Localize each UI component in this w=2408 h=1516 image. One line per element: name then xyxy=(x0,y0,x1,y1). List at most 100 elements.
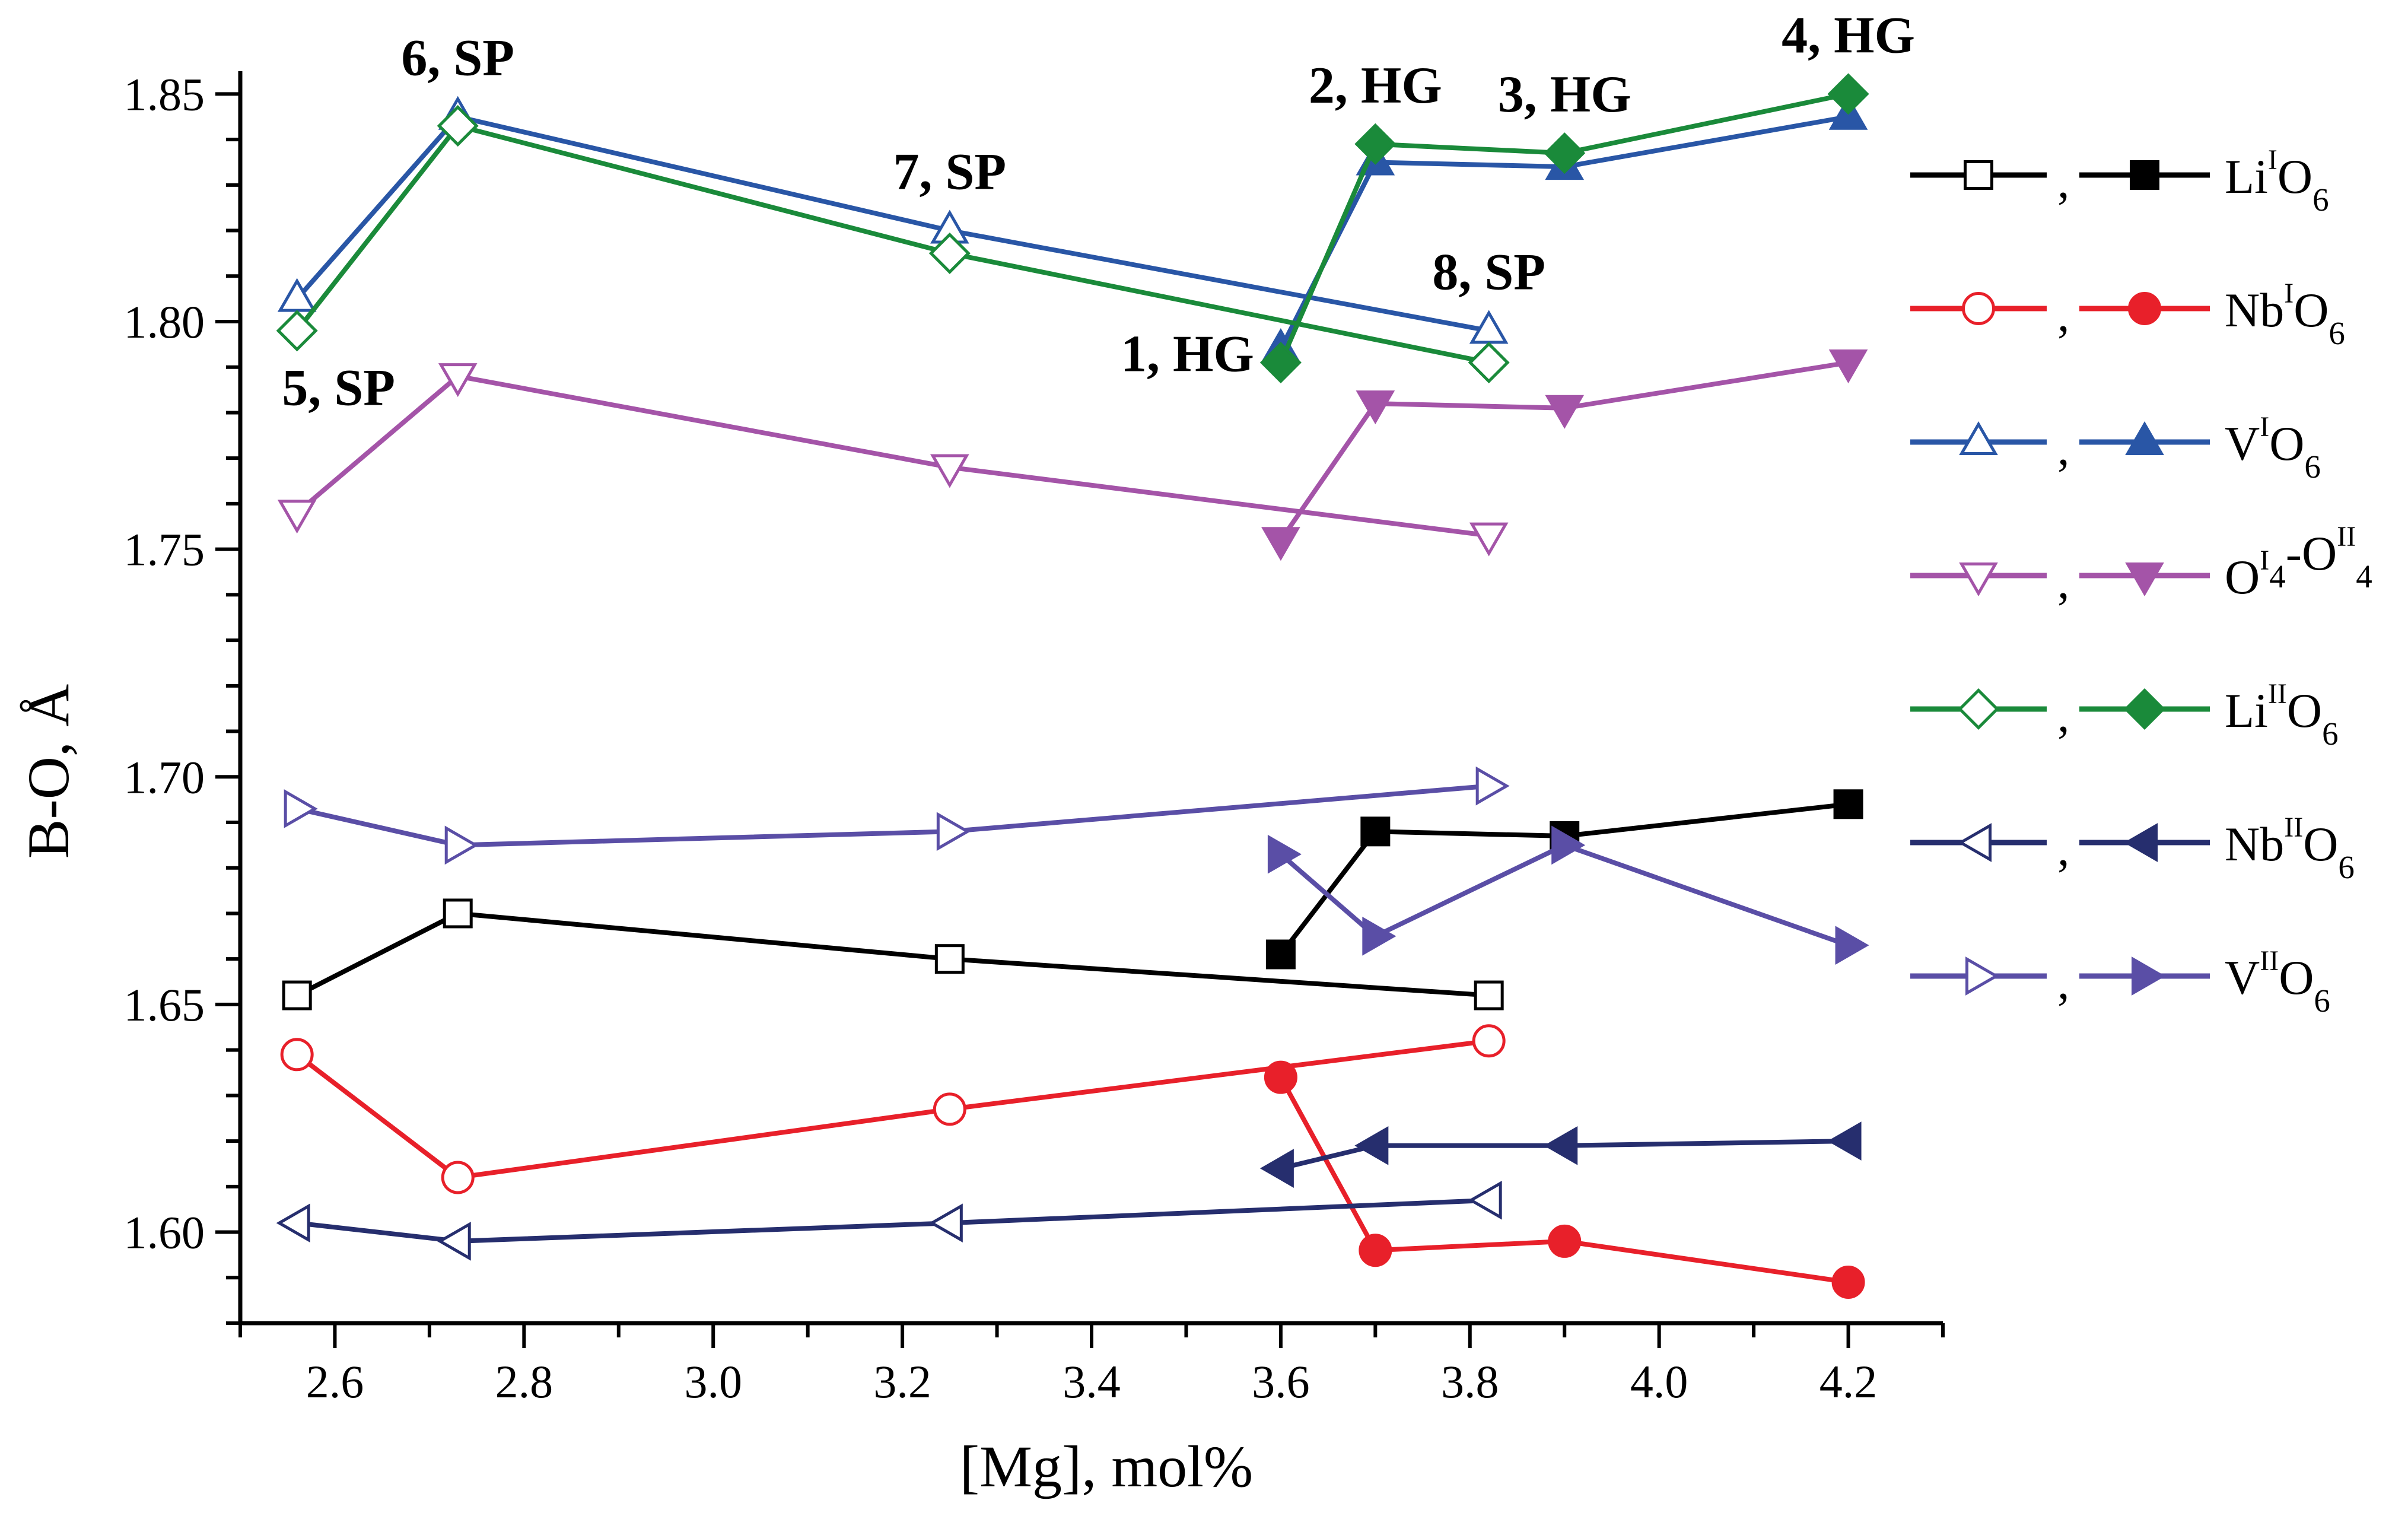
data-point xyxy=(1267,834,1302,874)
legend-label: OI4-OII4 xyxy=(2225,521,2372,604)
data-point xyxy=(444,825,479,865)
data-point xyxy=(1548,1224,1582,1258)
legend-separator: , xyxy=(2057,421,2070,475)
legend-separator: , xyxy=(2057,288,2070,342)
legend-label: VIO6 xyxy=(2225,411,2321,485)
data-point xyxy=(1474,980,1504,1010)
data-point xyxy=(441,1161,475,1194)
point-label: 5, SP xyxy=(282,359,395,417)
series-oi4-oii4-sp xyxy=(277,363,1509,557)
point-label: 2, HG xyxy=(1309,57,1442,115)
legend-item: , VIIO6 xyxy=(1910,945,2330,1019)
data-point xyxy=(1472,1024,1506,1058)
y-tick-label: 1.85 xyxy=(124,68,205,120)
legend-label: NbIIO6 xyxy=(2225,812,2355,885)
data-point xyxy=(1551,825,1586,865)
legend-item: , NbIIO6 xyxy=(1910,812,2355,885)
series-group xyxy=(276,73,1869,1299)
series-line xyxy=(295,1038,1490,1180)
data-point xyxy=(1544,132,1586,174)
data-point xyxy=(1475,766,1510,806)
point-label: 8, SP xyxy=(1432,243,1545,301)
y-axis-title: B-O, Å xyxy=(15,684,81,859)
series-line xyxy=(1278,360,1849,542)
data-point xyxy=(1545,395,1585,429)
series-liiio6-hg xyxy=(1259,73,1869,384)
legend-separator: , xyxy=(2057,688,2070,742)
legend-separator: , xyxy=(2057,555,2070,609)
legend-marker-open xyxy=(1962,292,1995,325)
series-nbiio6-hg xyxy=(1259,1121,1862,1188)
y-tick-label: 1.80 xyxy=(124,296,205,348)
data-point xyxy=(936,812,971,851)
data-point xyxy=(1360,816,1391,847)
legend-marker-open xyxy=(1959,421,1998,455)
data-point xyxy=(934,944,965,974)
data-point xyxy=(1469,522,1509,557)
legend-marker-open xyxy=(1964,160,1993,190)
data-point xyxy=(437,105,479,147)
point-label: 4, HG xyxy=(1782,7,1915,64)
data-point xyxy=(276,1203,310,1243)
point-label: 1, HG xyxy=(1121,326,1254,383)
data-point xyxy=(276,310,318,352)
legend-item: , VIO6 xyxy=(1910,411,2321,485)
legend-item: , LiIO6 xyxy=(1910,144,2329,218)
series-line xyxy=(296,783,1490,848)
data-point xyxy=(1354,1126,1389,1165)
legend: , LiIO6, NbIO6, VIO6, OI4-OII4, LiIIO6, NbIIO6… xyxy=(1910,144,2372,1019)
data-point xyxy=(1827,73,1869,115)
data-point xyxy=(282,980,312,1010)
y-tick-label: 1.60 xyxy=(124,1207,205,1258)
series-line xyxy=(1278,1076,1849,1285)
legend-label: LiIIO6 xyxy=(2225,678,2339,752)
data-point xyxy=(1468,342,1510,384)
data-point xyxy=(1359,1234,1392,1267)
y-tick-label: 1.65 xyxy=(124,979,205,1031)
legend-label: NbIO6 xyxy=(2225,278,2345,351)
data-point xyxy=(1265,939,1296,970)
x-tick-label: 3.2 xyxy=(873,1356,931,1407)
data-point xyxy=(1468,1181,1502,1220)
x-axis-title: [Mg], mol% xyxy=(960,1434,1253,1499)
series-liio6-sp xyxy=(282,898,1504,1010)
legend-marker-open xyxy=(1965,956,2000,996)
legend-marker-filled xyxy=(2125,421,2164,455)
x-tick-label: 2.8 xyxy=(495,1356,554,1407)
legend-marker-filled xyxy=(2132,956,2166,996)
data-point xyxy=(1362,916,1397,956)
data-point xyxy=(1835,926,1869,965)
legend-marker-filled xyxy=(2123,823,2158,862)
data-point xyxy=(1261,527,1300,561)
series-nbiio6-sp xyxy=(276,1181,1502,1261)
data-point xyxy=(1259,1149,1294,1188)
x-tick-label: 4.0 xyxy=(1630,1356,1688,1407)
series-line xyxy=(295,123,1490,365)
legend-separator: , xyxy=(2057,154,2070,208)
data-point xyxy=(933,1092,966,1126)
series-line xyxy=(1278,91,1849,364)
series-line xyxy=(1280,1139,1849,1171)
series-line xyxy=(297,1197,1489,1244)
data-point xyxy=(284,789,318,828)
data-point xyxy=(928,232,971,274)
data-point xyxy=(1544,1126,1578,1165)
y-tick-label: 1.75 xyxy=(124,524,205,576)
x-tick-label: 3.6 xyxy=(1252,1356,1310,1407)
x-tick-label: 3.0 xyxy=(684,1356,742,1407)
data-point xyxy=(280,1038,314,1072)
legend-label: VIIO6 xyxy=(2225,945,2330,1019)
x-tick-label: 3.4 xyxy=(1063,1356,1121,1407)
data-point xyxy=(1833,789,1863,819)
data-point xyxy=(1354,123,1397,165)
point-label: 6, SP xyxy=(401,30,514,87)
y-tick-label: 1.70 xyxy=(124,751,205,803)
series-nbio6-sp xyxy=(280,1024,1506,1194)
data-point xyxy=(1828,349,1868,384)
legend-separator: , xyxy=(2057,822,2070,876)
data-point xyxy=(1356,390,1395,425)
legend-item: , OI4-OII4 xyxy=(1910,521,2372,609)
series-nbio6-hg xyxy=(1264,1060,1865,1299)
